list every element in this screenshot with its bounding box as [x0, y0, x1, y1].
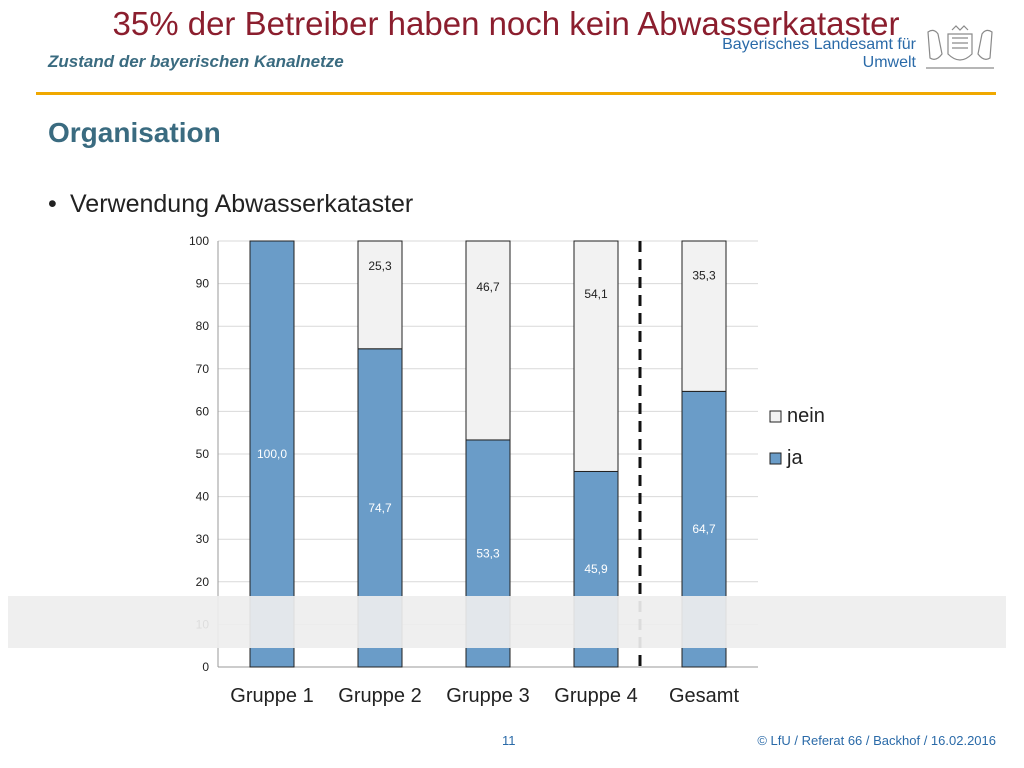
x-tick-label: Gruppe 1: [230, 685, 313, 707]
data-label: 54,1: [584, 287, 608, 301]
legend-swatch-ja: [769, 452, 782, 465]
bar-nein: [681, 240, 727, 392]
institute-name-line1: Bayerisches Landesamt für: [722, 36, 916, 53]
header-divider: [36, 92, 996, 95]
y-tick-label: 0: [202, 660, 209, 674]
x-tick-label: Gruppe 2: [338, 685, 421, 707]
y-tick-label: 50: [196, 447, 210, 461]
bar-nein: [573, 240, 619, 472]
bullet-dot: •: [48, 190, 57, 218]
bullet-item: • Verwendung Abwasserkataster: [48, 190, 413, 219]
footer-credit: © LfU / Referat 66 / Backhof / 16.02.201…: [757, 733, 996, 748]
highlight-banner: [8, 596, 1006, 648]
data-label: 100,0: [257, 447, 287, 461]
y-tick-label: 80: [196, 319, 210, 333]
x-tick-label: Gruppe 3: [446, 685, 529, 707]
header-title: Zustand der bayerischen Kanalnetze: [48, 52, 344, 71]
data-label: 64,7: [692, 522, 716, 536]
data-label: 46,7: [476, 280, 500, 294]
bar-nein: [465, 240, 511, 441]
legend-swatch-nein: [769, 410, 782, 423]
y-tick-label: 70: [196, 362, 210, 376]
banner-text: 35% der Betreiber haben noch kein Abwass…: [112, 5, 900, 42]
institute-name-line2: Umwelt: [862, 54, 916, 71]
x-tick-label: Gesamt: [669, 685, 739, 707]
y-tick-label: 40: [196, 490, 210, 504]
legend-label: nein: [787, 405, 825, 427]
bullet-text: Verwendung Abwasserkataster: [70, 190, 414, 218]
institute-name: Bayerisches Landesamt für Umwelt: [722, 36, 916, 72]
data-label: 53,3: [476, 546, 500, 560]
data-label: 35,3: [692, 269, 716, 283]
data-label: 45,9: [584, 562, 608, 576]
data-label: 74,7: [368, 501, 392, 515]
y-tick-label: 100: [189, 234, 209, 248]
y-tick-label: 20: [196, 575, 210, 589]
x-tick-label: Gruppe 4: [554, 685, 637, 707]
y-tick-label: 90: [196, 277, 210, 291]
y-tick-label: 30: [196, 532, 210, 546]
legend-label: ja: [786, 447, 803, 469]
section-title: Organisation: [48, 117, 221, 148]
page-number: 11: [502, 733, 516, 748]
data-label: 25,3: [368, 259, 392, 273]
bar-nein: [357, 240, 403, 350]
bavarian-coat-of-arms-logo: [926, 25, 994, 69]
y-tick-label: 60: [196, 404, 210, 418]
